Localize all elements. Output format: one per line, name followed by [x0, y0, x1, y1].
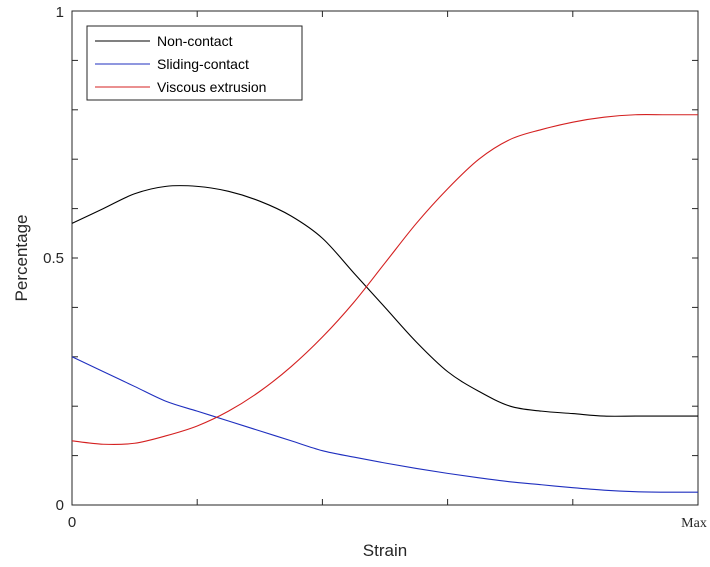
- x-tick-label-end: Max: [681, 516, 707, 531]
- y-tick-label-0.5: 0.5: [43, 250, 64, 267]
- series-line-sliding-contact: [71, 356, 699, 493]
- series-layer: [71, 114, 699, 493]
- x-tick-label-start: 0: [68, 514, 76, 531]
- series-line-viscous-extrusion: [71, 114, 698, 446]
- legend-label-viscous-extrusion: Viscous extrusion: [157, 79, 266, 95]
- legend: Non-contact Sliding-contact Viscous extr…: [86, 25, 303, 101]
- y-axis-title: Percentage: [12, 215, 31, 302]
- y-tick-label-1: 1: [56, 4, 64, 21]
- legend-box: [86, 25, 303, 101]
- legend-label-sliding-contact: Sliding-contact: [157, 56, 249, 72]
- legend-label-non-contact: Non-contact: [157, 33, 233, 49]
- x-axis-title: Strain: [363, 541, 407, 560]
- y-tick-label-0: 0: [56, 497, 64, 514]
- series-line-non-contact: [71, 185, 698, 417]
